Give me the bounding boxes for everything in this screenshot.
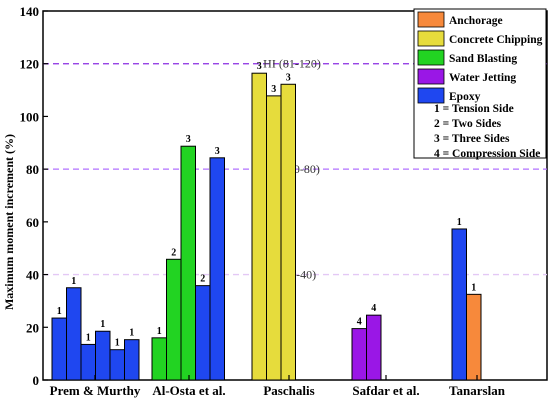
y-tick-label: 20 bbox=[26, 320, 39, 335]
legend-swatch bbox=[417, 49, 445, 66]
bar bbox=[266, 95, 282, 381]
bar-data-label: 1 bbox=[86, 332, 91, 343]
bar bbox=[280, 83, 296, 381]
y-tick-label: 40 bbox=[26, 268, 39, 283]
bar bbox=[80, 343, 96, 381]
legend-label: Water Jetting bbox=[449, 72, 516, 84]
bar-data-label: 4 bbox=[371, 303, 376, 314]
y-tick-label: 0 bbox=[33, 373, 40, 388]
bar-data-label: 1 bbox=[100, 319, 105, 330]
legend-note: 2 = Two Sides bbox=[434, 118, 502, 130]
x-category-label: Tanarslan bbox=[449, 383, 506, 398]
x-category-label: Al-Osta et al. bbox=[152, 383, 225, 398]
bar-data-label: 1 bbox=[157, 326, 162, 337]
bar-data-label: 1 bbox=[129, 328, 134, 339]
bar-data-label: 1 bbox=[71, 276, 76, 287]
bar-data-label: 3 bbox=[186, 134, 191, 145]
bar bbox=[366, 314, 382, 381]
bar-data-label: 1 bbox=[115, 338, 120, 349]
bar-data-label: 3 bbox=[257, 61, 262, 72]
legend-swatch bbox=[417, 11, 445, 28]
bar bbox=[95, 330, 111, 381]
legend-swatch bbox=[417, 68, 445, 85]
bar-data-label: 1 bbox=[457, 217, 462, 228]
bar bbox=[180, 145, 196, 381]
legend-note: 4 = Compression Side bbox=[434, 148, 540, 160]
bar bbox=[124, 339, 140, 381]
bar bbox=[109, 349, 125, 381]
x-category-label: Paschalis bbox=[263, 383, 314, 398]
legend-note: 3 = Three Sides bbox=[434, 133, 510, 145]
bar-data-label: 3 bbox=[271, 84, 276, 95]
bar-data-label: 1 bbox=[57, 306, 62, 317]
legend-swatch bbox=[417, 87, 445, 104]
legend-label: Anchorage bbox=[449, 15, 503, 27]
bar-data-label: 2 bbox=[200, 274, 205, 285]
bar-data-label: 2 bbox=[171, 247, 176, 258]
reference-line-label: HI (81-120) bbox=[263, 57, 321, 71]
bar-data-label: 3 bbox=[215, 146, 220, 157]
bar bbox=[51, 317, 67, 381]
bar bbox=[351, 328, 367, 381]
legend-note: 1 = Tension Side bbox=[434, 103, 514, 115]
bar bbox=[66, 287, 82, 381]
legend-label: Concrete Chipping bbox=[449, 34, 543, 46]
legend-label: Sand Blasting bbox=[449, 53, 517, 65]
bar-data-label: 1 bbox=[471, 282, 476, 293]
legend-label: Epoxy bbox=[449, 91, 481, 103]
y-tick-label: 120 bbox=[20, 57, 40, 72]
bar bbox=[166, 258, 182, 381]
y-tick-label: 60 bbox=[26, 215, 39, 230]
bar bbox=[151, 337, 167, 381]
bar-data-label: 4 bbox=[357, 317, 362, 328]
bar bbox=[251, 72, 267, 381]
y-axis-label: Maximum moment increment (%) bbox=[2, 134, 16, 310]
plot-area: HI (81-120)MI (40-80)LI (0-40)0204060801… bbox=[20, 4, 548, 398]
x-category-label: Prem & Murthy bbox=[50, 383, 141, 398]
bar bbox=[466, 293, 482, 381]
bar-data-label: 3 bbox=[286, 72, 291, 83]
x-category-label: Safdar et al. bbox=[352, 383, 419, 398]
bar bbox=[451, 228, 467, 381]
bar bbox=[195, 285, 211, 381]
bar bbox=[209, 157, 225, 381]
y-tick-label: 100 bbox=[20, 109, 40, 124]
legend-swatch bbox=[417, 30, 445, 47]
y-tick-label: 140 bbox=[20, 4, 40, 19]
y-tick-label: 80 bbox=[26, 162, 39, 177]
